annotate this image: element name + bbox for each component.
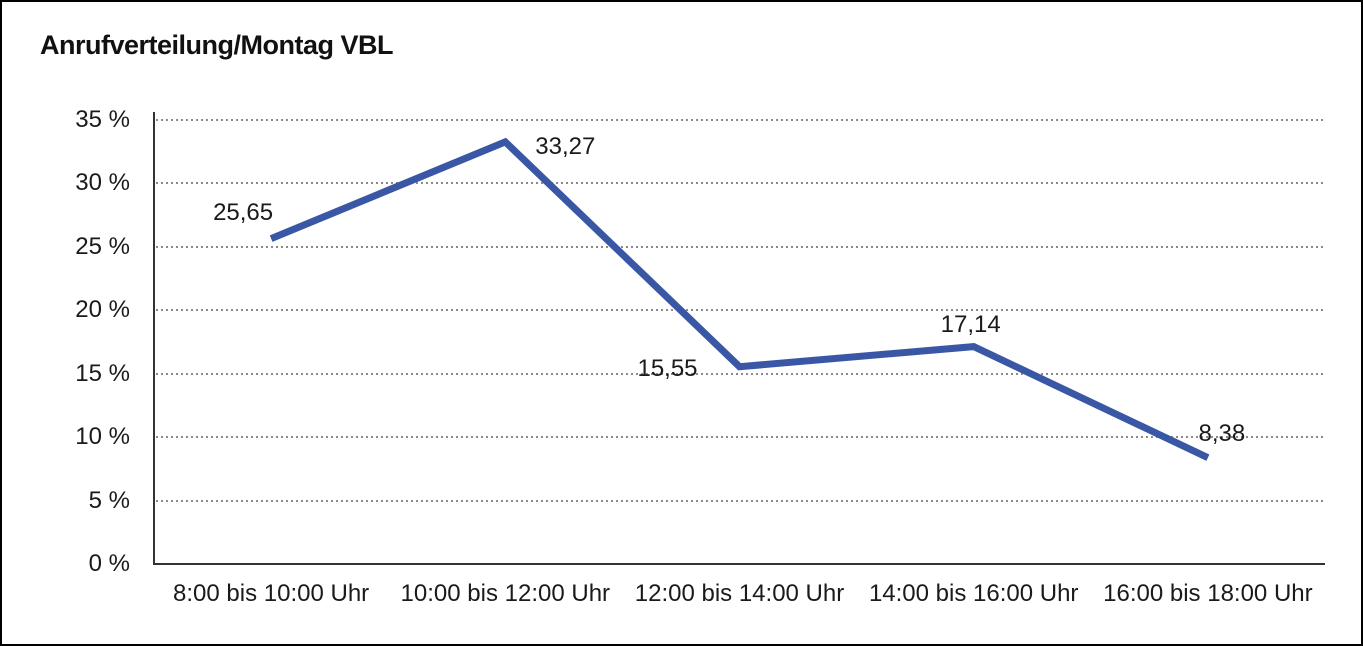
gridline <box>156 245 1325 248</box>
x-axis-label: 10:00 bis 12:00 Uhr <box>400 580 611 607</box>
y-tick-label: 20 % <box>75 296 130 324</box>
x-axis-line <box>153 563 1325 565</box>
data-label: 25,65 <box>213 198 274 226</box>
series-polyline <box>269 137 1210 461</box>
data-label: 33,27 <box>535 132 596 160</box>
gridline <box>156 499 1325 502</box>
y-tick-label: 10 % <box>75 423 130 451</box>
y-tick-label: 35 % <box>75 106 130 133</box>
data-label: 17,14 <box>940 310 1001 338</box>
x-axis-label: 16:00 bis 18:00 Uhr <box>1103 580 1313 607</box>
gridline <box>156 182 1325 185</box>
y-axis-line <box>153 112 155 564</box>
y-tick-label: 15 % <box>75 359 130 387</box>
data-label: 8,38 <box>1198 419 1246 447</box>
gridline <box>156 119 1325 121</box>
x-axis-label: 12:00 bis 14:00 Uhr <box>634 580 845 607</box>
gridline <box>156 309 1325 312</box>
gridline <box>156 372 1325 375</box>
chart-title: Anrufverteilung/Montag VBL <box>40 30 394 60</box>
y-tick-label: 5 % <box>88 486 130 514</box>
gridline <box>156 436 1325 439</box>
x-axis-label: 8:00 bis 10:00 Uhr <box>173 580 370 607</box>
y-tick-label: 25 % <box>75 232 130 260</box>
data-label: 15,55 <box>637 354 698 382</box>
y-tick-label: 30 % <box>75 169 130 197</box>
x-axis-label: 14:00 bis 16:00 Uhr <box>868 580 1079 607</box>
y-tick-label: 0 % <box>88 550 130 577</box>
